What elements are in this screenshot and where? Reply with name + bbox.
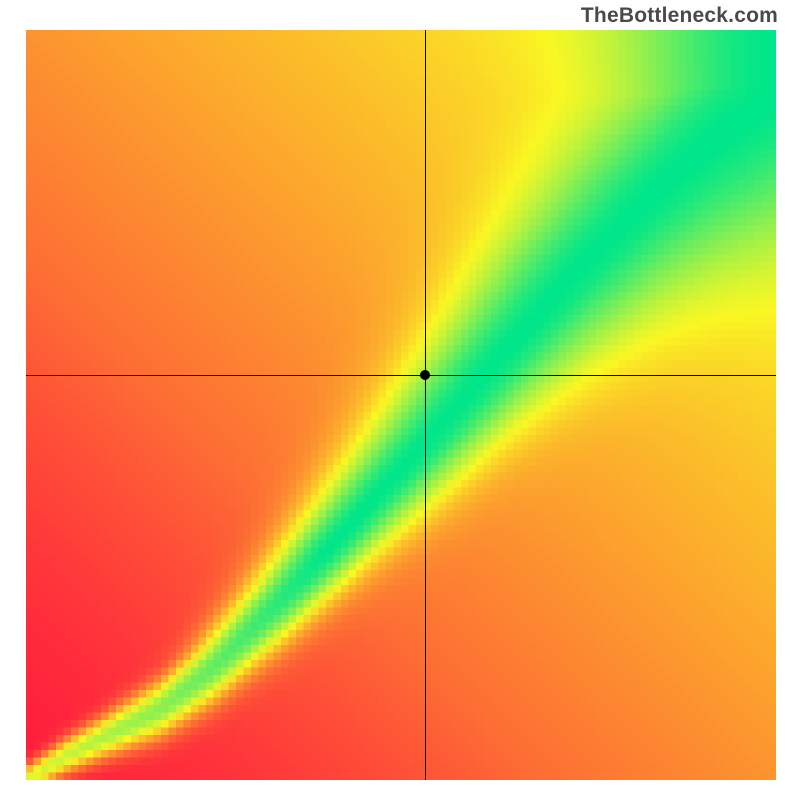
attribution-text: TheBottleneck.com: [581, 4, 778, 28]
crosshair-horizontal: [26, 375, 776, 376]
crosshair-marker: [420, 370, 430, 380]
heatmap-plot: [26, 30, 776, 780]
heatmap-canvas: [26, 30, 776, 780]
crosshair-vertical: [425, 30, 426, 780]
